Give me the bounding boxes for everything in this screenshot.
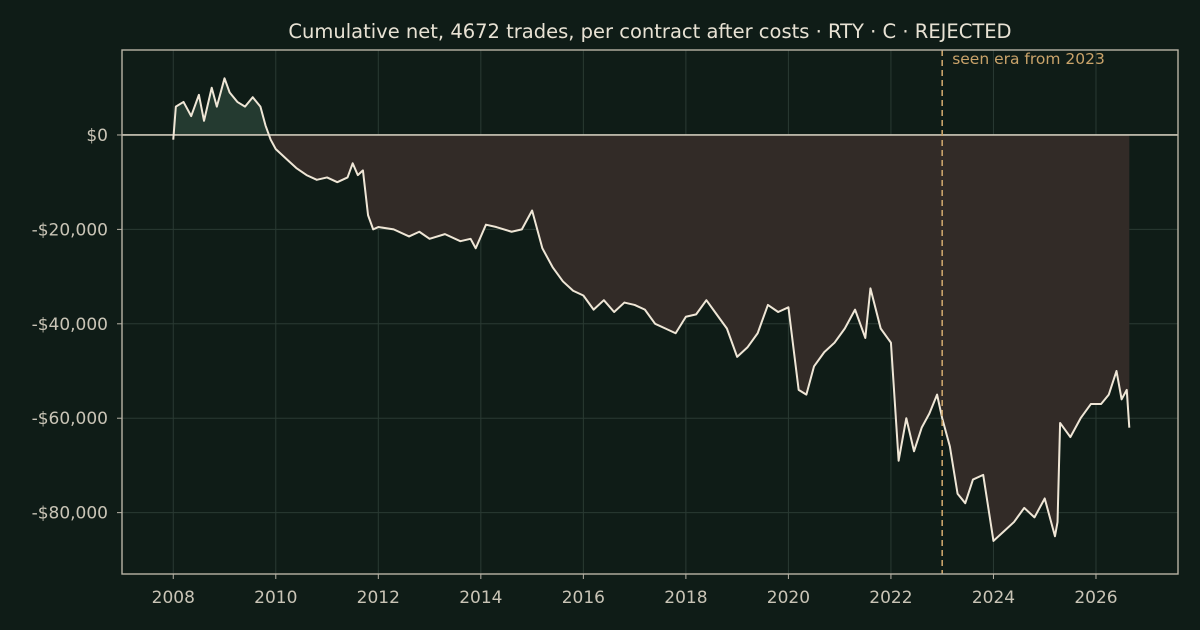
x-tick-label: 2018 xyxy=(664,588,707,608)
negative-area-fill xyxy=(173,134,1130,541)
x-tick-label: 2008 xyxy=(152,588,195,608)
x-tick-label: 2026 xyxy=(1074,588,1117,608)
positive-area-fill xyxy=(173,78,269,135)
annotation-layer: seen era from 2023 xyxy=(941,50,1105,574)
x-tick-label: 2012 xyxy=(357,588,400,608)
fill-layer xyxy=(173,78,1130,541)
x-tick-label: 2016 xyxy=(562,588,605,608)
axis-layer: 2008 2010 2012 2014 2016 2018 2020 2022 2024 2026… xyxy=(32,49,1179,608)
x-tick-label: 2020 xyxy=(767,588,810,608)
y-tick-label: $0 xyxy=(86,126,108,146)
x-tick-label: 2010 xyxy=(254,588,297,608)
plot-frame xyxy=(121,49,1179,575)
x-tick-label: 2024 xyxy=(972,588,1015,608)
y-tick-label: -$60,000 xyxy=(32,409,108,429)
x-tick-label: 2022 xyxy=(869,588,912,608)
line-layer xyxy=(122,77,1178,542)
x-tick-label: 2014 xyxy=(459,588,502,608)
seen-era-label: seen era from 2023 xyxy=(952,50,1105,68)
y-tick-label: -$80,000 xyxy=(32,504,108,524)
cumulative-net-line xyxy=(172,77,1131,542)
chart-title: Cumulative net, 4672 trades, per contrac… xyxy=(288,20,1011,43)
y-tick-label: -$20,000 xyxy=(32,220,108,240)
y-tick-label: -$40,000 xyxy=(32,315,108,335)
